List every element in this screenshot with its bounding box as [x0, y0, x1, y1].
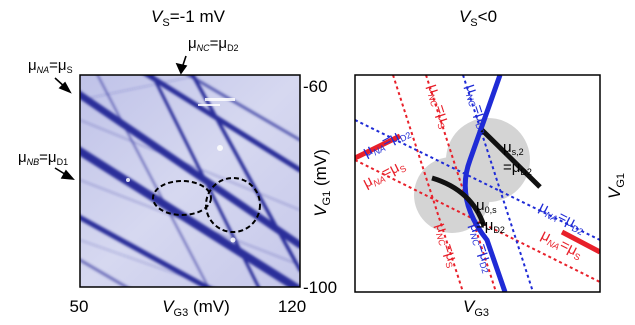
right-panel: VS<0 [354, 7, 627, 319]
left-title: VS=-1 mV [151, 7, 226, 29]
x-tick-120: 120 [278, 297, 306, 316]
x-tick-50: 50 [70, 297, 89, 316]
y-tick-minus60: -60 [303, 77, 328, 96]
label-nc-d2: μNC=μD2 [188, 35, 239, 53]
right-x-axis-label: VG3 [463, 297, 489, 319]
label-nc-d2-top: μNC=μD2 [461, 82, 494, 136]
label-na-s-right: μNA=μS [538, 226, 586, 262]
dashed-ellipse-right [205, 177, 261, 233]
label-na-s: μNA=μS [28, 57, 73, 75]
x-axis-label: VG3 (mV) [162, 297, 230, 319]
label-nc-d2-bottom: μNC=μD2 [465, 221, 498, 275]
right-y-axis-label: VG1 [605, 173, 627, 199]
label-nc-s-top: μNC=μS [423, 82, 454, 130]
red-solid-segments [355, 133, 600, 255]
label-nb-d1: μNB=μD1 [18, 149, 68, 167]
label-na-d2-left: μNA=μD2 [360, 123, 413, 162]
left-panel: VS=-1 mV [18, 7, 337, 319]
label-0s-eq: =μD2 [476, 217, 505, 235]
label-s2-eq: =μD2 [503, 159, 532, 177]
y-axis-label: VG1 (mV) [311, 149, 333, 217]
y-tick-minus100: -100 [303, 278, 337, 297]
conductance-map [80, 75, 300, 287]
label-s2: μs,2 [503, 139, 524, 157]
label-0s: μ0,s [476, 197, 497, 215]
black-segments [431, 128, 542, 227]
dashed-ellipse-left [152, 180, 212, 216]
blue-dotted-lines [355, 75, 600, 292]
label-na-s-left: μNA=μS [360, 156, 408, 192]
right-title: VS<0 [459, 7, 497, 29]
annotation-arrows [54, 55, 188, 180]
red-dotted-lines [355, 75, 600, 292]
